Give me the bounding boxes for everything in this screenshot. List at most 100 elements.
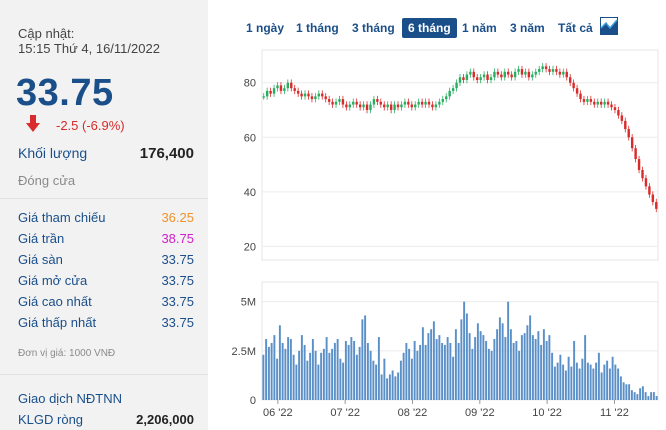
volume-bar	[556, 362, 559, 400]
price-candle	[613, 107, 617, 110]
volume-bar	[589, 364, 592, 400]
foreign-net-label: KLGD ròng	[18, 412, 84, 427]
price-candle	[472, 71, 475, 78]
price-candle	[565, 71, 568, 78]
volume-bar	[567, 356, 570, 400]
volume-bar	[573, 341, 576, 400]
volume-bar	[586, 362, 589, 400]
area-chart-icon[interactable]	[600, 17, 618, 35]
price-candle	[365, 104, 369, 110]
volume-bar	[520, 335, 523, 400]
price-candle	[290, 82, 293, 89]
foreign-trade-title: Giao dịch NĐTNN	[18, 391, 123, 406]
price-candle	[500, 74, 503, 78]
volume-bar	[498, 317, 501, 400]
price-tick-label: 20	[244, 241, 256, 253]
volume-bar	[391, 370, 394, 400]
volume-bar	[537, 331, 540, 400]
volume-bar	[413, 341, 416, 400]
tab-range[interactable]: Tất cả	[558, 21, 593, 35]
price-candle	[458, 77, 462, 83]
price-candle	[482, 74, 486, 78]
x-tick-label: 10 '22	[532, 407, 562, 419]
volume-bar	[652, 392, 655, 400]
volume-bar	[399, 360, 402, 400]
volume-bar	[592, 368, 595, 400]
volume-tick-label: 5M	[241, 297, 256, 309]
tab-range[interactable]: 3 năm	[510, 21, 545, 35]
price-candle	[479, 77, 482, 80]
price-candle	[476, 77, 479, 80]
volume-bar	[350, 337, 353, 400]
volume-bar	[408, 348, 411, 400]
price-candle	[410, 104, 413, 108]
price-row-label: Giá mở cửa	[18, 273, 88, 288]
price-plot-frame	[261, 49, 659, 261]
volume-tick-label: 0	[250, 395, 256, 407]
volume-bar	[361, 319, 364, 400]
price-candle	[593, 101, 596, 105]
price-candle	[438, 101, 441, 105]
volume-bar	[402, 352, 405, 400]
price-row-value: 33.75	[161, 294, 194, 309]
volume-bar	[531, 335, 534, 400]
price-volume-chart[interactable]: 20 40 60 80 0 2.5M 5M 06 '22 07 '22 08 '22 09 '2…	[206, 42, 666, 430]
price-candle	[262, 96, 265, 98]
volume-bar	[523, 333, 526, 400]
tab-range[interactable]: 1 năm	[462, 21, 497, 35]
x-axis: 06 '22 07 '22 08 '22 09 '22 10 '22 11 '22	[263, 400, 629, 419]
price-row-label: Giá trần	[18, 231, 65, 246]
price-candle	[617, 110, 620, 116]
volume-bar	[471, 348, 474, 400]
price-tick-label: 40	[244, 187, 256, 199]
price-candle	[445, 96, 448, 100]
price-row: Giá tham chiếu 36.25	[18, 210, 194, 225]
volume-row: Khối lượng 176,400	[18, 145, 194, 162]
volume-bar	[328, 352, 331, 400]
volume-bar	[597, 352, 600, 400]
close-label: Đóng cửa	[18, 173, 76, 188]
volume-bar	[273, 335, 276, 400]
price-candle	[586, 99, 589, 102]
volume-bar	[540, 344, 543, 400]
volume-bar	[446, 337, 449, 400]
price-candle	[441, 99, 444, 102]
volume-bar	[369, 350, 372, 400]
volume-bar	[630, 390, 633, 400]
price-candle	[493, 71, 496, 78]
price-candle	[527, 71, 531, 78]
price-candle	[331, 101, 334, 105]
volume-bar	[267, 346, 270, 400]
tab-range[interactable]: 1 tháng	[296, 21, 339, 35]
price-candle	[317, 93, 321, 97]
volume-bar	[265, 339, 268, 400]
volume-bar	[300, 335, 303, 400]
volume-bar	[424, 344, 427, 400]
x-tick-label: 09 '22	[465, 407, 495, 419]
price-row-label: Giá tham chiếu	[18, 210, 106, 225]
volume-bar	[551, 352, 554, 400]
price-candle	[627, 129, 630, 138]
volume-bar	[353, 341, 356, 400]
price-row: Giá thấp nhất 33.75	[18, 315, 194, 330]
price-candle	[362, 104, 365, 108]
volume-bar	[276, 358, 279, 400]
x-tick-label: 07 '22	[330, 407, 360, 419]
volume-bar	[617, 368, 620, 400]
price-candle	[403, 101, 407, 105]
price-candle	[596, 101, 599, 105]
price-candle	[644, 178, 648, 187]
tab-range[interactable]: 1 ngày	[246, 21, 285, 35]
tab-range[interactable]: 3 tháng	[352, 21, 395, 35]
price-candle	[641, 170, 644, 179]
price-candle	[324, 96, 327, 100]
volume-bar	[611, 356, 614, 400]
price-row-value: 38.75	[161, 231, 194, 246]
volume-bar	[468, 333, 471, 400]
volume-bar	[509, 329, 512, 400]
price-candle	[582, 99, 586, 102]
volume-bar	[633, 392, 636, 400]
price-candle	[551, 69, 555, 72]
tab-range[interactable]: 6 tháng	[402, 18, 457, 38]
volume-bar	[317, 364, 320, 400]
